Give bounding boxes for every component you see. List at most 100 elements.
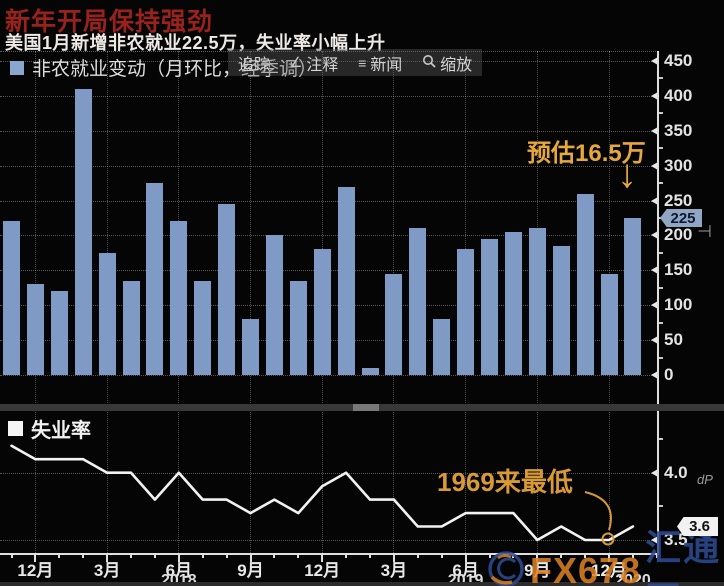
unemp-major-tick-4.0 [651,468,658,477]
y-major-tick-350 [651,126,658,135]
unemp-major-tick-3.5 [651,536,658,544]
bar-2019-09[interactable] [528,228,546,375]
bar-2019-02[interactable] [361,368,379,375]
toolbar-annotate-button[interactable]: ∠ 注释 [289,54,339,74]
page-subtitle: 美国1月新增非农就业22.5万，失业率小幅上升 [5,33,386,53]
y-minor-tick-75 [658,321,663,324]
y-minor-tick-425 [658,77,663,80]
bar-2019-06[interactable] [457,249,475,375]
x-tick-22 [536,553,539,562]
bar-2019-03[interactable] [385,273,403,375]
bar-2018-07[interactable] [194,280,212,375]
bar-2017-12[interactable] [26,284,44,375]
x-tick-12 [297,553,300,558]
bar-2018-08[interactable] [218,203,236,375]
x-tick-16 [392,553,395,562]
bar-2019-10[interactable] [552,245,570,375]
payrolls-last-value-tag: 225 [660,209,702,227]
unemp-minor-tick-3.75 [658,505,663,508]
toolbar-news-button[interactable]: ≡ 新闻 [358,54,403,74]
y-major-tick-300 [651,161,658,170]
bar-2018-12[interactable] [313,249,331,375]
toolbar-zoom-button[interactable]: 缩放 [422,51,472,75]
payrolls-gridline-300 [0,165,658,167]
y-axis-label-50: 50 [664,330,683,350]
vertical-gridline-10 [250,51,251,553]
bar-2019-07[interactable] [481,238,498,375]
x-axis-label-5: 3月 [380,561,408,580]
payrolls-gridline-400 [0,95,658,97]
x-tick-5 [130,553,132,558]
y-minor-tick-375 [658,112,663,115]
bar-2018-03[interactable] [98,252,116,375]
x-axis-label-0: 12月 [17,561,54,580]
x-axis-label-7: 9月 [524,561,551,580]
bar-2019-08[interactable] [504,231,522,375]
x-tick-17 [416,553,419,558]
y-axis-label-150: 150 [664,260,693,280]
x-tick-27 [655,553,658,558]
payrolls-gridline-250 [0,200,658,202]
payrolls-legend-label: 非农就业变动（月环比，经季调） [32,59,318,80]
bar-2018-11[interactable] [289,280,307,375]
bar-2019-05[interactable] [433,319,451,375]
bar-2017-11[interactable] [3,221,20,375]
bar-2018-04[interactable] [122,280,140,375]
y-major-tick-400 [651,91,658,100]
x-axis-label-6: 6月 [452,561,479,580]
x-tick-19 [464,553,467,562]
y-major-tick-250 [651,196,658,205]
unemp-minor-tick-4.25 [658,438,663,441]
payrolls-gridline-0 [0,375,658,376]
x-tick-11 [273,553,276,558]
bar-2019-11[interactable] [576,193,594,375]
x-axis-label-1: 3月 [93,561,121,580]
y-major-tick-0 [651,371,658,379]
y-minor-tick-25 [658,356,663,359]
y-major-tick-50 [651,336,658,345]
x-axis-line [0,553,659,555]
y-minor-tick-175 [658,251,663,254]
y-axis-label-450: 450 [664,50,693,70]
watermark-brand-text: FX678 [530,550,642,586]
panel-divider-thumb[interactable] [353,404,379,411]
forecast-down-arrow-icon: ↓ [617,152,637,196]
y-axis-label-300: 300 [664,155,693,175]
y-axis-label-250: 250 [664,190,693,210]
bar-2019-01[interactable] [337,186,355,375]
x-tick-3 [82,553,85,558]
x-tick-24 [584,553,587,558]
y-axis-label-200: 200 [664,225,693,245]
x-axis-label-3: 9月 [237,561,264,580]
unemployment-legend-label: 失业率 [31,420,91,442]
x-tick-4 [106,553,109,562]
bar-2018-02[interactable] [74,88,92,375]
unemployment-legend: 失业率 [8,414,91,443]
bar-2019-04[interactable] [409,228,427,375]
bar-2018-06[interactable] [170,221,188,375]
y-axis-label-350: 350 [664,120,693,140]
y-minor-tick-275 [658,182,663,185]
zoom-magnifier-icon [422,54,436,71]
payrolls-legend-swatch [10,60,24,75]
lowest-since-1969-annotation: 1969来最低 [437,467,573,497]
toolbar-track-button[interactable]: 追踪 [237,56,270,74]
annotate-angle-icon: ∠ [289,54,303,70]
x-axis-label-2: 6月 [165,561,193,580]
x-axis-label-4: 12月 [304,561,341,580]
y-major-tick-450 [651,56,658,65]
news-list-icon: ≡ [358,54,367,71]
bar-2018-05[interactable] [146,183,164,375]
y-minor-tick-325 [658,147,663,150]
cursor-artifact-glyph: dP [697,472,713,487]
bar-2019-12[interactable] [600,273,618,375]
y-axis-label-400: 400 [664,85,693,105]
x-tick-9 [225,553,228,558]
bar-2018-01[interactable] [50,291,68,375]
bar-2018-09[interactable] [242,319,259,375]
bar-2020-01[interactable] [624,217,642,375]
unemployment-last-value-tag: 3.6 [677,517,718,536]
watermark-globe-icon [486,549,526,586]
bar-2018-10[interactable] [265,235,283,375]
chart-toolbar: 追踪 ∠ 注释 ≡ 新闻 缩放 [228,49,482,76]
